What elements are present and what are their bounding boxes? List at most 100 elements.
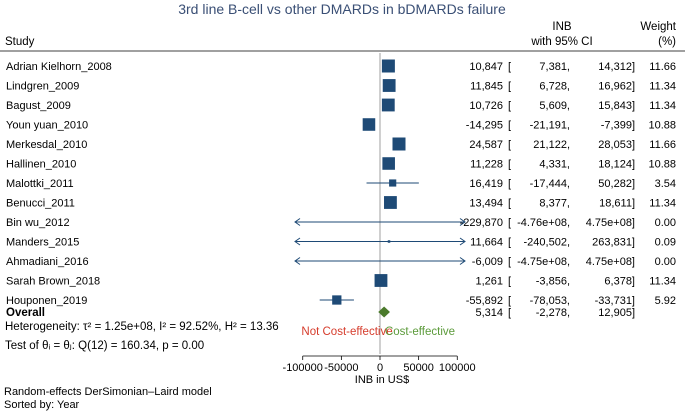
study-row: Lindgren_2009 11,845 [6,728, 16,962] 11.34 (6, 79, 676, 93)
effect-marker (384, 196, 397, 209)
ci-upper-value: 50,282] (598, 178, 635, 190)
effect-value: -229,870 (460, 217, 503, 229)
overall-label: Overall (6, 307, 45, 319)
effect-value: 16,419 (469, 178, 503, 190)
study-row: Adrian Kielhorn_2008 10,847 [7,381, 14,312]… (6, 59, 676, 73)
ci-upper-value: -7,399] (601, 120, 635, 132)
footnote-sort: Sorted by: Year (4, 399, 80, 411)
x-tick-label: 0 (377, 362, 383, 374)
ci-lower-value: -21,191, (530, 120, 570, 132)
weight-value: 11.34 (649, 276, 676, 288)
header-weight-unit: (%) (658, 36, 676, 48)
weight-value: 10.88 (648, 120, 676, 132)
ci-open-bracket: [ (508, 81, 511, 93)
ci-upper-value: 18,611] (599, 198, 635, 210)
ci-lower-value: -17,444, (530, 178, 570, 190)
effect-value: -6,009 (472, 256, 503, 268)
ci-open-bracket: [ (508, 178, 511, 190)
ci-open-bracket: [ (508, 139, 511, 151)
effect-marker (374, 274, 388, 287)
not-cost-effective-label: Not Cost-effective (301, 326, 392, 338)
study-row: Sarah Brown_2018 1,261 [-3,856, 6,378] 11.34 (6, 274, 676, 288)
ci-lower-value: -240,502, (524, 237, 570, 249)
weight-value: 11.66 (649, 139, 676, 151)
study-row: Ahmadiani_2016 -6,009 [-4.75e+08, 4.75e+08]… (6, 256, 676, 268)
effect-value: -14,295 (466, 120, 503, 132)
effect-value: 10,847 (469, 61, 503, 73)
study-row: Hallinen_2010 11,228 [4,331, 18,124] 10.88 (6, 157, 676, 171)
effect-value: 11,845 (470, 81, 503, 93)
ci-right-arrow (459, 218, 466, 226)
ci-lower-value: 4,331, (539, 159, 570, 171)
weight-value: 11.34 (649, 198, 676, 210)
overall-effect-value: 5,314 (475, 307, 503, 319)
cost-effective-label: Cost-effective (385, 326, 455, 338)
ci-upper-value: 28,053] (598, 139, 635, 151)
overall-diamond (378, 306, 390, 318)
weight-value: 5.92 (655, 295, 676, 307)
ci-upper-value: 6,378] (604, 276, 635, 288)
effect-marker (387, 240, 391, 243)
effect-marker (381, 98, 395, 112)
weight-value: 11.34 (649, 100, 676, 112)
ci-lower-value: -78,053, (530, 295, 570, 307)
heterogeneity-stats: Heterogeneity: τ² = 1.25e+08, I² = 92.52… (5, 321, 279, 333)
effect-marker (382, 79, 396, 92)
study-row: Malottki_2011 16,419 [-17,444, 50,282] 3.54 (6, 178, 676, 190)
effect-value: 11,664 (470, 237, 503, 249)
study-name: Lindgren_2009 (6, 81, 79, 93)
study-name: Manders_2015 (6, 237, 79, 249)
weight-value: 3.54 (655, 178, 676, 190)
effect-marker (382, 157, 395, 170)
weight-value: 0.09 (655, 237, 676, 249)
ci-upper-value: 263,831] (592, 237, 635, 249)
effect-marker (362, 118, 376, 131)
weight-value: 0.00 (655, 256, 676, 268)
study-name: Houponen_2019 (6, 295, 87, 307)
effect-marker (392, 137, 406, 151)
ci-open-bracket: [ (508, 159, 511, 171)
overall-row: Overall 5,314 [-2,278, 12,905] (6, 306, 635, 319)
ci-left-arrow (294, 237, 301, 246)
ci-lower-value: -3,856, (536, 276, 570, 288)
ci-upper-value: 15,843] (598, 100, 635, 112)
ci-lower-value: 8,377, (539, 198, 570, 210)
ci-open-bracket: [ (508, 295, 511, 307)
effect-value: 1,261 (475, 276, 503, 288)
ci-upper-value: 18,124] (598, 159, 635, 171)
study-name: Benucci_2011 (6, 198, 75, 210)
study-row: Benucci_2011 13,494 [8,377, 18,611] 11.34 (6, 196, 676, 210)
study-row: Bagust_2009 10,726 [5,609, 15,843] 11.34 (6, 98, 676, 112)
study-row: Bin wu_2012 -229,870 [-4.76e+08, 4.75e+08] 0… (6, 217, 676, 229)
effect-value: 11,228 (470, 159, 503, 171)
x-tick-label: 100000 (439, 362, 476, 374)
effect-value: 13,494 (469, 198, 503, 210)
study-name: Bagust_2009 (6, 100, 71, 112)
x-tick-label: -50000 (324, 362, 358, 374)
study-name: Bin wu_2012 (6, 217, 70, 229)
ci-right-arrow (459, 257, 466, 265)
ci-upper-value: 14,312] (598, 61, 635, 73)
ci-left-arrow (294, 218, 301, 226)
ci-open-bracket: [ (508, 217, 511, 229)
ci-open-bracket: [ (508, 61, 511, 73)
header-weight: Weight (640, 21, 676, 33)
weight-value: 11.66 (649, 61, 676, 73)
effect-value: 10,726 (469, 100, 503, 112)
ci-lower-value: 6,728, (539, 81, 570, 93)
effect-marker (332, 295, 342, 305)
study-name: Hallinen_2010 (6, 159, 76, 171)
study-name: Merkesdal_2010 (6, 139, 87, 151)
weight-value: 0.00 (655, 217, 676, 229)
overall-ci-upper: 12,905] (598, 307, 635, 319)
header-inb: INB (552, 21, 572, 33)
effect-value: -55,892 (466, 295, 503, 307)
ci-lower-value: -4.76e+08, (517, 217, 570, 229)
ci-open-bracket: [ (508, 198, 511, 210)
ci-open-bracket: [ (508, 307, 511, 319)
study-rows: Adrian Kielhorn_2008 10,847 [7,381, 14,312]… (6, 53, 676, 354)
ci-open-bracket: [ (508, 100, 511, 112)
ci-open-bracket: [ (508, 120, 511, 132)
ci-lower-value: 7,381, (539, 61, 570, 73)
